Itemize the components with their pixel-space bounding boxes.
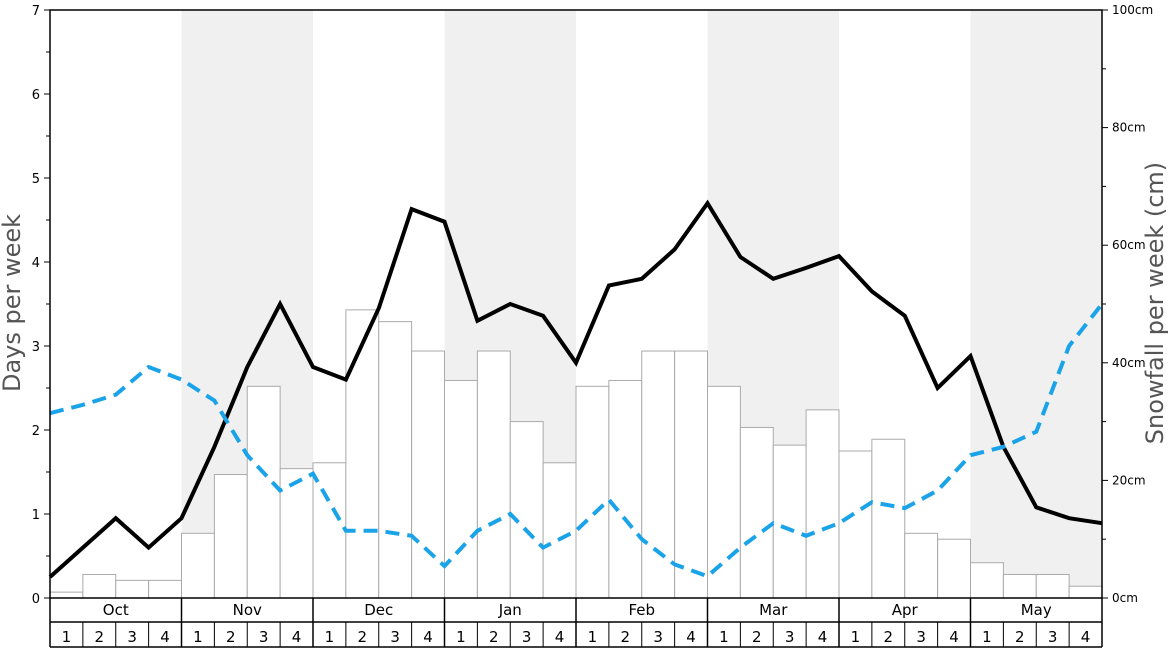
month-label: Nov bbox=[233, 601, 262, 619]
week-label: 4 bbox=[292, 628, 302, 646]
week-label: 1 bbox=[588, 628, 598, 646]
week-label: 4 bbox=[818, 628, 828, 646]
week-label: 3 bbox=[127, 628, 137, 646]
month-label: Mar bbox=[759, 601, 788, 619]
left-tick-label: 5 bbox=[32, 172, 40, 187]
snowfall-bar bbox=[378, 321, 413, 599]
week-label: 1 bbox=[719, 628, 729, 646]
week-label: 2 bbox=[1015, 628, 1025, 646]
snowfall-bar bbox=[542, 462, 577, 599]
week-label: 4 bbox=[949, 628, 959, 646]
week-label: 2 bbox=[226, 628, 236, 646]
left-tick-label: 0 bbox=[32, 592, 40, 607]
week-label: 3 bbox=[259, 628, 269, 646]
left-tick-label: 2 bbox=[32, 424, 40, 439]
snowfall-bar bbox=[608, 379, 643, 599]
week-label: 1 bbox=[325, 628, 335, 646]
right-tick-label: 60cm bbox=[1112, 238, 1146, 252]
week-label: 3 bbox=[785, 628, 795, 646]
snowfall-bar bbox=[937, 538, 971, 599]
week-label: 3 bbox=[1048, 628, 1058, 646]
left-tick-label: 7 bbox=[32, 4, 40, 19]
week-label: 4 bbox=[423, 628, 433, 646]
snowfall-bar bbox=[871, 438, 906, 599]
snowfall-bar bbox=[509, 421, 544, 599]
left-axis-title: Days per week bbox=[0, 214, 26, 392]
week-label: 2 bbox=[489, 628, 499, 646]
month-label: Feb bbox=[628, 601, 655, 619]
right-tick-label: 80cm bbox=[1112, 121, 1146, 135]
snowfall-bar bbox=[49, 591, 84, 599]
week-label: 3 bbox=[653, 628, 663, 646]
left-tick-label: 3 bbox=[32, 340, 40, 355]
week-label: 4 bbox=[686, 628, 696, 646]
right-tick-label: 0cm bbox=[1112, 591, 1138, 605]
dashed-series-line bbox=[49, 302, 1104, 579]
snowfall-bar bbox=[345, 309, 380, 599]
week-label: 1 bbox=[193, 628, 203, 646]
month-label: Dec bbox=[364, 601, 393, 619]
week-label: 4 bbox=[555, 628, 565, 646]
right-tick-label: 20cm bbox=[1112, 473, 1146, 487]
month-label: May bbox=[1021, 601, 1052, 619]
week-label: 1 bbox=[62, 628, 72, 646]
snowfall-bar bbox=[772, 444, 807, 599]
right-tick-label: 40cm bbox=[1112, 356, 1146, 370]
right-axis-title: Snowfall per week (cm) bbox=[1141, 162, 1168, 444]
week-label: 3 bbox=[916, 628, 926, 646]
snowfall-bar bbox=[181, 532, 215, 599]
snowfall-bar bbox=[1035, 573, 1070, 599]
week-label: 3 bbox=[390, 628, 400, 646]
snowfall-bar bbox=[1068, 585, 1103, 599]
right-axis: 0cm 20cm 40cm 60cm 80cm 100cm bbox=[1102, 3, 1153, 605]
day-lines bbox=[48, 199, 1104, 579]
snowfall-bar bbox=[674, 350, 708, 599]
snowfall-bar bbox=[970, 562, 1004, 599]
left-tick-label: 4 bbox=[32, 256, 40, 271]
week-label: 3 bbox=[522, 628, 532, 646]
snowfall-bar bbox=[575, 385, 610, 599]
week-label: 1 bbox=[456, 628, 466, 646]
week-label: 1 bbox=[982, 628, 992, 646]
week-label: 4 bbox=[160, 628, 170, 646]
month-label: Apr bbox=[892, 601, 919, 619]
left-tick-label: 1 bbox=[32, 508, 40, 523]
week-label: 4 bbox=[1081, 628, 1091, 646]
month-label: Oct bbox=[103, 601, 129, 619]
snowfall-bar bbox=[82, 573, 117, 599]
snowfall-bar bbox=[641, 350, 676, 599]
week-label: 1 bbox=[851, 628, 861, 646]
snowfall-bar bbox=[115, 579, 150, 599]
week-label: 2 bbox=[621, 628, 631, 646]
snowfall-bar bbox=[312, 462, 347, 599]
snowfall-bar bbox=[805, 409, 840, 599]
shade-may bbox=[970, 10, 1102, 598]
week-label: 2 bbox=[884, 628, 894, 646]
week-label: 2 bbox=[95, 628, 105, 646]
right-tick-label: 100cm bbox=[1112, 3, 1153, 17]
month-label: Jan bbox=[498, 601, 522, 619]
left-tick-label: 6 bbox=[32, 88, 40, 103]
snowfall-bar bbox=[904, 532, 939, 599]
snowfall-bar bbox=[246, 385, 281, 599]
snowfall-bar bbox=[707, 385, 741, 599]
snowfall-bar bbox=[739, 426, 774, 599]
month-week-axis: Oct 1 2 3 4 Nov 1 2 3 4 Dec 1 2 3 4 Jan 1 2 3 4 Feb 1 2 3 4 Mar 1 2… bbox=[49, 598, 1103, 648]
snowfall-bar bbox=[1002, 573, 1037, 599]
snowfall-bar bbox=[411, 350, 445, 599]
snowfall-bar bbox=[279, 468, 314, 599]
week-label: 2 bbox=[358, 628, 368, 646]
left-axis: 0 1 2 3 4 5 6 7 bbox=[32, 4, 50, 607]
snowfall-bar bbox=[148, 579, 182, 599]
snowfall-bar bbox=[476, 350, 511, 599]
week-label: 2 bbox=[752, 628, 762, 646]
snowfall-bar bbox=[838, 450, 873, 599]
snowfall-bar bbox=[444, 379, 478, 599]
snowfall-bar bbox=[213, 474, 248, 599]
